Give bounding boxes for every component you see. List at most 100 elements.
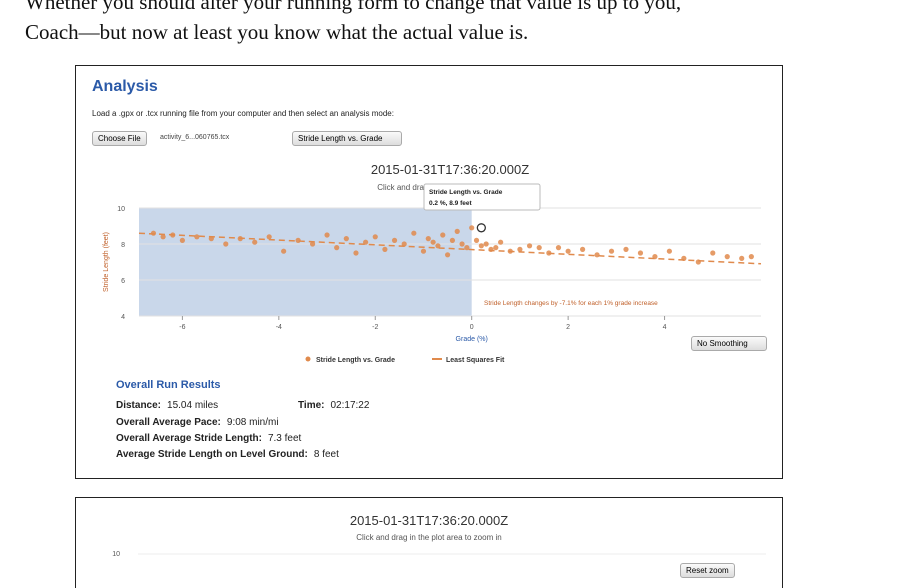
fit-line <box>138 232 762 265</box>
x-tick-label: 2 <box>566 324 570 331</box>
result-label: Overall Average Stride Length: <box>116 433 262 444</box>
point <box>353 250 359 256</box>
point <box>498 239 504 245</box>
y-tick-label: 6 <box>121 278 125 285</box>
point <box>483 241 489 247</box>
point <box>382 246 388 252</box>
results-title: Overall Run Results <box>116 379 221 391</box>
result-value: 15.04 miles <box>167 400 219 411</box>
result: Average Stride Length on Level Ground: 8 … <box>116 449 339 460</box>
point <box>179 237 185 243</box>
point <box>160 234 166 240</box>
point <box>309 241 316 247</box>
point <box>555 245 562 251</box>
point <box>391 237 398 243</box>
point <box>608 248 615 254</box>
tooltip-label: 0.2 %, 8.9 feet <box>429 200 472 207</box>
legend-swatch <box>305 356 311 362</box>
result: Overall Average Stride Length: 7.3 feet <box>116 433 301 444</box>
result-label: Overall Average Pace: <box>116 417 221 428</box>
point <box>281 248 287 254</box>
x-tick-label: -2 <box>372 324 378 331</box>
point <box>435 243 441 249</box>
point <box>666 248 672 254</box>
point <box>478 243 484 249</box>
chart-title: 2015-01-31T17:36:20.000Z <box>371 162 529 177</box>
x-tick-label: -4 <box>276 324 282 331</box>
point <box>444 252 451 258</box>
point <box>401 241 407 247</box>
figure: 2015-01-31T17:36:20.000Z Click and drag i… <box>75 497 783 588</box>
point <box>473 237 480 243</box>
chart-title: 2015-01-31T17:36:20.000Z <box>350 513 508 528</box>
point <box>469 225 475 231</box>
point <box>739 255 745 261</box>
file-name: activity_6...060765.tcx <box>160 134 230 141</box>
point <box>420 248 427 254</box>
point <box>343 236 349 242</box>
x-tick-label: 0 <box>470 324 474 331</box>
result: Overall Average Pace: 9:08 min/mi <box>116 417 279 428</box>
result: Distance: 15.04 miles <box>116 400 218 411</box>
point <box>517 246 523 252</box>
point <box>536 245 542 251</box>
point <box>526 243 533 249</box>
point <box>724 254 730 260</box>
reset-zoom-button[interactable]: Reset zoom <box>680 563 735 578</box>
point <box>464 245 470 251</box>
point <box>194 234 200 240</box>
point <box>579 246 586 252</box>
heading: Analysis <box>92 78 158 95</box>
tooltip-title: Stride Length vs. Grade <box>429 189 503 196</box>
result-label: Average Stride Length on Level Ground: <box>116 449 308 460</box>
point <box>459 241 465 247</box>
point <box>266 234 272 240</box>
y-tick-label: 4 <box>121 314 125 321</box>
y-tick-label: 10 <box>117 206 125 213</box>
smoothing-select[interactable]: No Smoothing <box>691 336 767 351</box>
body-text: Coach—but now at least you know what the… <box>25 20 529 44</box>
legend-label: Least Squares Fit <box>446 357 505 364</box>
result-label: Time: <box>298 400 325 411</box>
annotation: Stride Length changes by -7.1% for each … <box>484 300 658 307</box>
point <box>454 228 460 234</box>
point <box>372 234 378 240</box>
point <box>710 250 716 256</box>
instructions: Load a .gpx or .tcx running file from yo… <box>92 109 394 118</box>
point <box>252 239 258 245</box>
choose-file-button[interactable]: Choose File <box>92 131 147 146</box>
body-text: Whether you should alter your running fo… <box>25 0 682 14</box>
result-value: 8 feet <box>313 449 339 460</box>
point <box>449 237 456 243</box>
mode-select[interactable]: Stride Length vs. Grade <box>292 131 402 146</box>
point <box>223 241 229 247</box>
page: {"text": ["Whether you should alter your… <box>25 0 783 588</box>
x-axis-label: Grade (%) <box>456 336 488 343</box>
y-tick-label: 8 <box>121 242 125 249</box>
point <box>425 236 431 242</box>
point <box>565 248 571 254</box>
y-tick-label: 10 <box>112 551 120 558</box>
result-label: Distance: <box>116 400 162 411</box>
x-tick-label: -6 <box>179 324 185 331</box>
selection-band <box>139 208 472 316</box>
point <box>440 232 446 238</box>
y-axis-label: Stride Length (feet) <box>103 232 110 292</box>
figure: Analysis Load a .gpx or .tcx running fil… <box>75 65 783 479</box>
legend-label: Stride Length vs. Grade <box>316 357 395 364</box>
result-value: 02:17:22 <box>330 400 370 411</box>
point <box>637 250 644 256</box>
result-value: 7.3 feet <box>267 433 302 444</box>
point <box>748 254 754 260</box>
point <box>324 232 330 238</box>
point <box>363 239 369 245</box>
chart-subtitle: Click and drag in the plot area to zoom … <box>356 533 501 542</box>
result-value: 9:08 min/mi <box>226 417 279 428</box>
chart: 2015-01-31T17:36:20.000Z Click and drag i… <box>112 513 766 558</box>
x-tick-label: 4 <box>663 324 667 331</box>
point <box>594 252 600 258</box>
point <box>411 230 417 236</box>
tooltip-box <box>423 183 541 211</box>
point <box>623 246 629 252</box>
tooltip-marker <box>476 223 486 233</box>
